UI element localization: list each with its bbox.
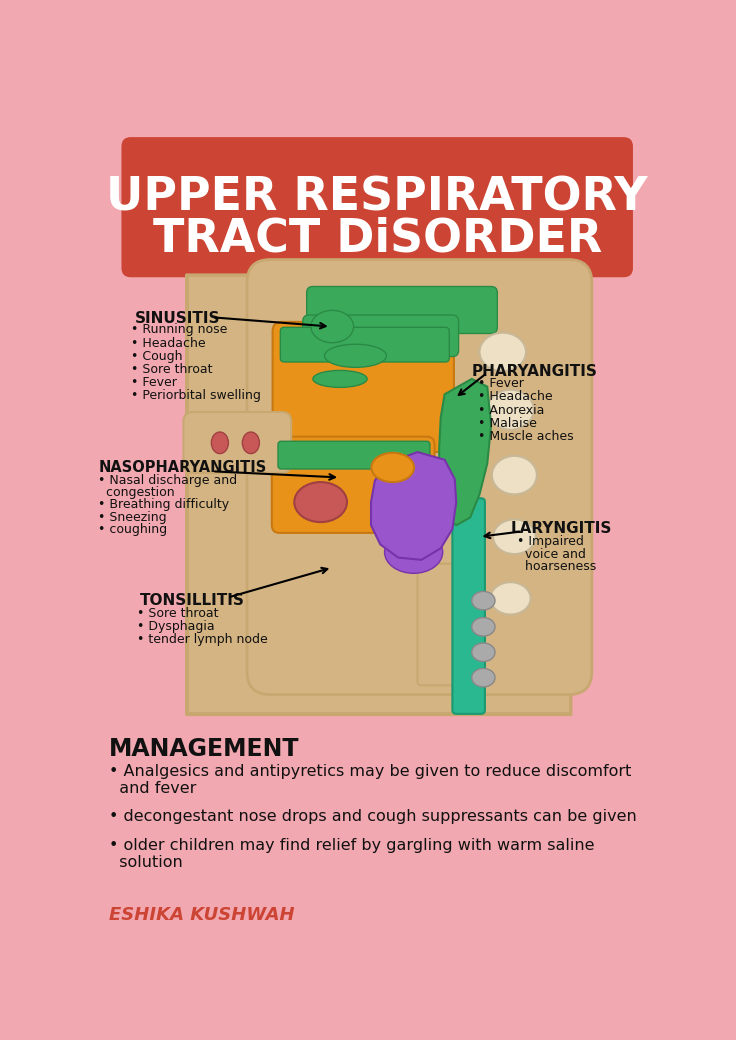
Ellipse shape bbox=[472, 643, 495, 661]
Text: hoarseness: hoarseness bbox=[517, 560, 596, 573]
FancyBboxPatch shape bbox=[247, 260, 592, 695]
Ellipse shape bbox=[325, 344, 386, 367]
Text: • Breathing difficulty: • Breathing difficulty bbox=[98, 498, 230, 512]
Text: • Sneezing: • Sneezing bbox=[98, 511, 167, 523]
Text: MANAGEMENT: MANAGEMENT bbox=[109, 737, 300, 761]
Ellipse shape bbox=[493, 519, 536, 554]
Text: congestion: congestion bbox=[98, 486, 175, 499]
FancyBboxPatch shape bbox=[185, 274, 573, 717]
Ellipse shape bbox=[211, 432, 228, 453]
Ellipse shape bbox=[313, 370, 367, 387]
Text: • older children may find relief by gargling with warm saline
  solution: • older children may find relief by garg… bbox=[109, 838, 595, 870]
Text: • Impaired: • Impaired bbox=[517, 536, 584, 548]
Polygon shape bbox=[371, 452, 456, 560]
Text: • Nasal discharge and: • Nasal discharge and bbox=[98, 473, 237, 487]
FancyBboxPatch shape bbox=[272, 322, 454, 452]
Text: SINUSITIS: SINUSITIS bbox=[135, 311, 220, 327]
Text: • Headache: • Headache bbox=[478, 390, 553, 404]
Text: PHARYANGITIS: PHARYANGITIS bbox=[472, 364, 598, 379]
Text: • Anorexia: • Anorexia bbox=[478, 404, 545, 417]
Ellipse shape bbox=[472, 669, 495, 686]
FancyBboxPatch shape bbox=[278, 441, 430, 469]
Text: • coughing: • coughing bbox=[98, 523, 167, 536]
Text: • Fever: • Fever bbox=[478, 378, 524, 390]
FancyBboxPatch shape bbox=[280, 328, 449, 362]
Text: • Cough: • Cough bbox=[131, 349, 183, 363]
Text: • Fever: • Fever bbox=[131, 375, 177, 389]
Ellipse shape bbox=[472, 618, 495, 636]
Text: • Malaise: • Malaise bbox=[478, 417, 537, 430]
Ellipse shape bbox=[372, 452, 414, 483]
FancyBboxPatch shape bbox=[417, 564, 458, 685]
Text: TRACT DiSORDER: TRACT DiSORDER bbox=[152, 216, 602, 261]
Text: TONSILLITIS: TONSILLITIS bbox=[140, 593, 245, 608]
FancyBboxPatch shape bbox=[272, 437, 434, 532]
Ellipse shape bbox=[487, 390, 534, 430]
Text: • Headache: • Headache bbox=[131, 337, 205, 349]
FancyBboxPatch shape bbox=[189, 278, 569, 712]
Polygon shape bbox=[439, 379, 491, 525]
Text: • Analgesics and antipyretics may be given to reduce discomfort
  and fever: • Analgesics and antipyretics may be giv… bbox=[109, 764, 631, 797]
Ellipse shape bbox=[311, 310, 353, 343]
Text: • tender lymph node: • tender lymph node bbox=[137, 633, 268, 646]
FancyBboxPatch shape bbox=[121, 137, 633, 278]
Text: • Sore throat: • Sore throat bbox=[131, 363, 212, 375]
Text: voice and: voice and bbox=[517, 547, 586, 561]
Ellipse shape bbox=[472, 592, 495, 609]
Text: • Periorbital swelling: • Periorbital swelling bbox=[131, 389, 261, 401]
FancyBboxPatch shape bbox=[453, 498, 485, 713]
Text: LARYNGITIS: LARYNGITIS bbox=[511, 521, 612, 537]
Text: ESHIKA KUSHWAH: ESHIKA KUSHWAH bbox=[109, 906, 294, 925]
Text: • Running nose: • Running nose bbox=[131, 323, 227, 337]
Text: NASOPHARYANGITIS: NASOPHARYANGITIS bbox=[98, 460, 266, 474]
Text: • decongestant nose drops and cough suppressants can be given: • decongestant nose drops and cough supp… bbox=[109, 808, 637, 824]
Text: • Sore throat: • Sore throat bbox=[137, 606, 219, 620]
Ellipse shape bbox=[490, 582, 531, 615]
FancyBboxPatch shape bbox=[302, 315, 459, 357]
Text: • Dysphagia: • Dysphagia bbox=[137, 620, 215, 633]
Ellipse shape bbox=[242, 432, 259, 453]
FancyBboxPatch shape bbox=[307, 286, 498, 334]
Text: UPPER RESPIRATORY: UPPER RESPIRATORY bbox=[107, 176, 648, 220]
Ellipse shape bbox=[479, 333, 526, 371]
Text: • Muscle aches: • Muscle aches bbox=[478, 430, 573, 443]
Ellipse shape bbox=[294, 483, 347, 522]
FancyBboxPatch shape bbox=[183, 412, 291, 473]
Ellipse shape bbox=[492, 456, 537, 494]
Ellipse shape bbox=[385, 531, 442, 573]
